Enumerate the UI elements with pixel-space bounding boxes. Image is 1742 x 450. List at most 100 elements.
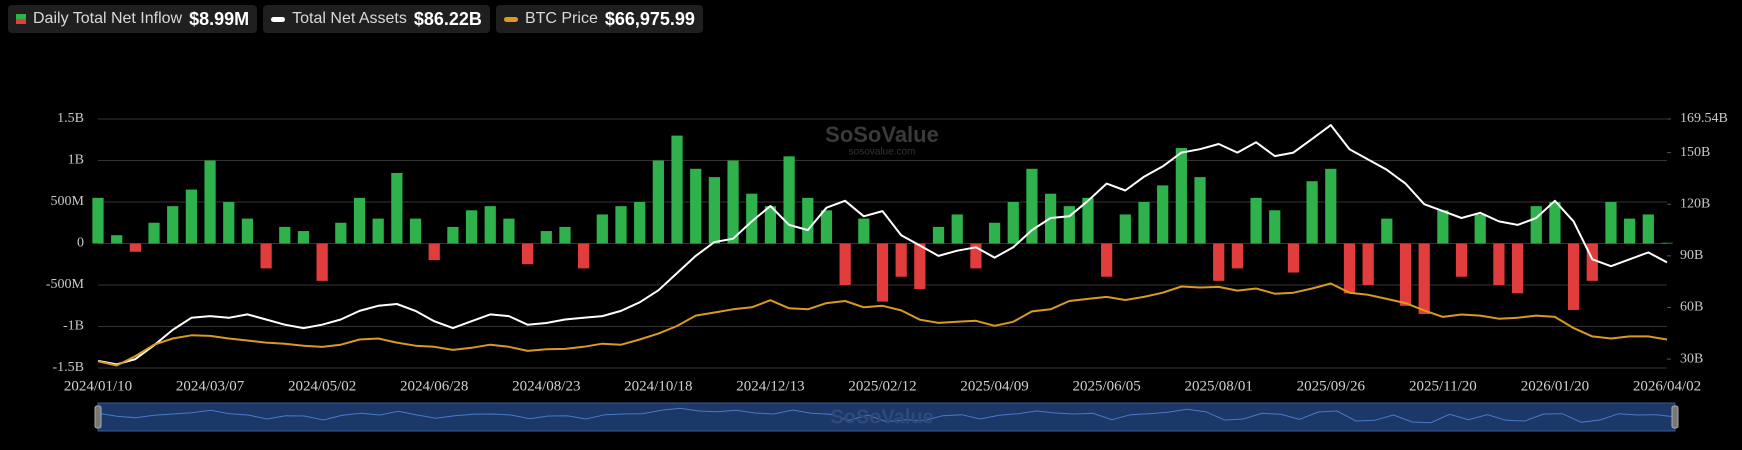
x-tick-label: 2025/08/01	[1185, 378, 1253, 394]
bar	[764, 206, 777, 244]
navigator-watermark: SoSoValue	[830, 406, 933, 428]
x-tick-label: 2024/03/07	[176, 378, 245, 394]
bar	[1287, 243, 1300, 273]
bar	[241, 218, 254, 244]
bar	[1213, 243, 1225, 281]
bar	[783, 156, 795, 244]
legend: Daily Total Net Inflow $8.99M Total Net As…	[8, 5, 703, 33]
y-tick-label: -1.5B	[53, 360, 85, 375]
watermark-sub: sosovalue.com	[849, 147, 916, 158]
y2-tick-label: 30B	[1680, 351, 1703, 366]
bar	[372, 218, 384, 244]
bar	[335, 222, 347, 244]
bar	[652, 160, 664, 244]
legend-value: $66,975.99	[604, 8, 695, 29]
bar	[671, 135, 683, 244]
y-tick-label: -1B	[63, 319, 84, 334]
x-tick-label: 2024/08/23	[512, 378, 580, 394]
y-tick-label: 500M	[51, 194, 85, 209]
x-tick-label: 2024/12/13	[736, 378, 804, 394]
x-tick-label: 2025/06/05	[1072, 378, 1140, 394]
bar	[1642, 214, 1654, 244]
bar	[802, 197, 814, 244]
bar	[540, 231, 552, 244]
y-tick-label: -500M	[46, 277, 85, 292]
bar	[727, 160, 739, 244]
x-tick-label: 2025/09/26	[1297, 378, 1366, 394]
bar	[615, 206, 627, 244]
bar	[690, 168, 702, 244]
bar	[1138, 202, 1150, 244]
navigator-line	[97, 407, 1676, 424]
y-tick-label: 1B	[68, 153, 84, 168]
bar	[914, 243, 926, 290]
bar	[204, 160, 216, 244]
legend-label: Total Net Assets	[292, 10, 407, 27]
bar	[1063, 206, 1075, 244]
bar	[447, 226, 459, 244]
bar	[316, 243, 328, 281]
bar	[1082, 197, 1094, 244]
x-tick-label: 2024/01/10	[64, 378, 132, 394]
bar	[260, 243, 272, 269]
bar	[148, 222, 160, 244]
bar	[1493, 243, 1505, 285]
legend-label: BTC Price	[524, 10, 598, 27]
y2-tick-label: 90B	[1680, 248, 1703, 263]
x-tick-label: 2024/06/28	[400, 378, 468, 394]
bar	[578, 243, 590, 269]
bar	[932, 226, 945, 244]
bar	[1026, 168, 1038, 244]
bar	[1269, 210, 1281, 244]
bar	[409, 218, 422, 244]
bar	[895, 243, 907, 277]
bar	[1306, 181, 1318, 244]
bar	[820, 210, 833, 244]
bar	[1511, 243, 1524, 294]
navigator-handle[interactable]	[1671, 405, 1679, 429]
bar	[559, 226, 571, 244]
bar	[391, 172, 403, 244]
y2-tick-label: 150B	[1680, 145, 1710, 160]
bar	[1325, 168, 1337, 244]
bar	[1362, 243, 1374, 285]
bar	[297, 231, 310, 244]
bar	[1586, 243, 1598, 281]
y2-tick-label: 169.54B	[1680, 111, 1728, 126]
bar	[1157, 185, 1169, 244]
bar	[1530, 206, 1542, 244]
bar	[1399, 243, 1412, 306]
bar	[1343, 243, 1356, 294]
y2-tick-label: 120B	[1680, 196, 1710, 211]
bar	[1194, 177, 1206, 244]
navigator	[97, 402, 1676, 432]
bar	[1381, 218, 1393, 244]
bar	[223, 202, 235, 244]
bar	[1007, 202, 1019, 244]
navigator-handle[interactable]	[94, 405, 102, 429]
bar	[1624, 218, 1636, 244]
legend-icon	[503, 16, 518, 22]
bar	[1119, 214, 1131, 244]
bar	[1568, 243, 1580, 310]
bar	[708, 177, 720, 244]
bar	[167, 206, 179, 244]
bar	[465, 210, 478, 244]
bar	[1231, 243, 1243, 269]
watermark: SoSoValue	[825, 122, 939, 147]
bar	[1175, 148, 1187, 244]
bar	[970, 243, 982, 269]
bar	[1418, 243, 1430, 315]
legend-item: Total Net Assets $86.22B	[263, 5, 490, 33]
bar	[129, 243, 141, 252]
legend-label: Daily Total Net Inflow	[33, 10, 183, 27]
bar	[634, 202, 646, 244]
bar	[1474, 214, 1486, 244]
bar	[951, 214, 963, 244]
bar	[428, 243, 440, 261]
bar	[876, 243, 889, 302]
bar	[839, 243, 851, 285]
legend-icon	[16, 14, 26, 24]
